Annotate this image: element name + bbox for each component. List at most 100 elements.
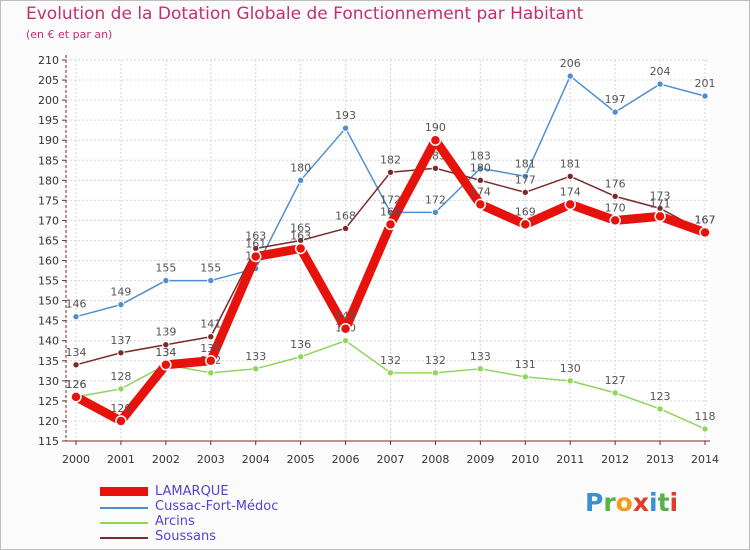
y-tick-label: 195 [38,114,59,127]
data-label-soussans: 176 [605,177,626,190]
data-label-soussans: 139 [155,326,176,339]
x-tick-label: 2012 [601,453,629,466]
data-point-arcins [386,369,395,377]
data-label-cussac-fort-medoc: 197 [605,93,626,106]
legend-label-cussac-fort-medoc: Cussac-Fort-Médoc [155,499,279,514]
x-tick-label: 2000 [62,453,90,466]
y-tick-label: 210 [38,54,59,67]
legend-label-soussans: Soussans [155,529,216,544]
legend-label-arcins: Arcins [155,514,195,529]
data-point-lamarque [70,391,82,403]
x-tick-label: 2014 [691,453,719,466]
data-label-soussans: 177 [515,173,536,186]
y-tick-label: 200 [38,94,59,107]
logo-letter: i [649,488,658,517]
data-point-soussans [476,176,485,185]
y-tick-label: 135 [38,355,59,368]
data-label-lamarque: 190 [425,121,446,134]
logo-letter: r [603,488,616,517]
data-label-cussac-fort-medoc: 146 [66,298,87,311]
x-tick-label: 2002 [152,453,180,466]
y-tick-label: 190 [38,134,59,147]
data-point-lamarque [294,242,307,255]
data-point-soussans [207,333,215,341]
data-label-cussac-fort-medoc: 155 [155,262,176,275]
x-tick-label: 2011 [556,453,584,466]
data-label-arcins: 132 [380,354,401,367]
y-tick-label: 125 [38,395,59,408]
data-label-soussans: 137 [110,334,131,347]
data-label-soussans: 134 [66,346,87,359]
data-point-lamarque [115,415,127,427]
logo-letter: P [585,488,604,517]
legend-swatch-cussac-fort-medoc [100,507,148,509]
data-label-lamarque: 120 [110,402,131,415]
data-point-arcins [476,365,485,373]
data-label-lamarque: 135 [200,342,221,355]
data-point-cussac-fort-medoc [431,208,440,217]
data-label-arcins: 127 [605,374,626,387]
data-label-cussac-fort-medoc: 180 [290,161,311,174]
data-point-cussac-fort-medoc [611,108,619,116]
data-label-arcins: 123 [650,390,671,403]
y-tick-label: 160 [38,255,59,268]
legend: LAMARQUE Cussac-Fort-Médoc Arcins Soussa… [100,484,400,545]
legend-item-soussans: Soussans [100,529,400,545]
data-point-lamarque [654,210,666,223]
y-tick-label: 175 [38,194,59,207]
data-point-arcins [656,405,664,413]
legend-item-lamarque: LAMARQUE [100,484,400,500]
data-label-lamarque: 134 [155,346,176,359]
x-tick-label: 2013 [646,453,674,466]
data-point-soussans [386,168,395,176]
data-point-arcins [207,369,215,377]
data-label-arcins: 126 [66,378,87,391]
data-label-lamarque: 126 [66,378,87,391]
data-point-lamarque [160,359,172,371]
data-point-cussac-fort-medoc [72,312,80,321]
data-point-lamarque [429,134,442,146]
data-label-cussac-fort-medoc: 172 [380,193,401,206]
data-label-soussans: 182 [380,153,401,166]
data-point-soussans [566,172,574,181]
data-point-arcins [566,377,574,385]
y-tick-label: 145 [38,315,59,328]
data-label-soussans: 173 [650,189,671,202]
data-label-lamarque: 163 [290,229,311,242]
data-point-soussans [611,192,619,201]
legend-item-arcins: Arcins [100,514,400,530]
data-label-arcins: 136 [290,338,311,351]
data-label-lamarque: 169 [515,205,536,218]
legend-swatch-lamarque [100,487,148,496]
data-label-soussans: 163 [245,229,266,242]
data-label-cussac-fort-medoc: 181 [515,157,536,170]
data-point-soussans [431,164,440,172]
data-label-arcins: 131 [515,358,536,371]
x-tick-label: 2005 [287,453,315,466]
data-point-cussac-fort-medoc [521,172,529,181]
data-point-lamarque [519,218,532,231]
y-tick-label: 185 [38,154,59,167]
data-point-lamarque [384,218,397,231]
data-label-cussac-fort-medoc: 201 [695,77,716,90]
data-point-soussans [162,341,170,349]
data-label-lamarque: 143 [335,310,356,323]
data-point-arcins [701,425,709,433]
legend-label-lamarque: LAMARQUE [155,484,229,499]
data-point-cussac-fort-medoc [117,300,125,309]
data-label-arcins: 118 [695,410,716,423]
data-label-arcins: 130 [560,362,581,375]
data-label-soussans: 141 [200,318,221,331]
x-tick-label: 2001 [107,453,135,466]
data-point-cussac-fort-medoc [701,92,709,100]
data-point-lamarque [339,322,352,335]
data-label-lamarque: 161 [245,238,266,251]
x-tick-label: 2009 [466,453,494,466]
data-label-lamarque: 169 [380,205,401,218]
y-tick-label: 115 [38,435,59,448]
logo-letter: o [615,488,633,517]
y-tick-label: 170 [38,214,59,227]
data-point-arcins [341,337,350,345]
data-point-lamarque [609,214,621,227]
